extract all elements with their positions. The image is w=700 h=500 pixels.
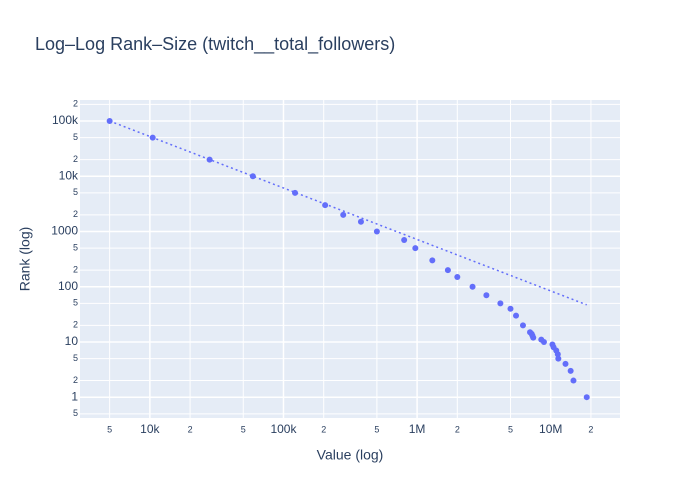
y-tick-label: 5 (73, 242, 78, 252)
x-tick-label: 10k (140, 422, 160, 436)
x-tick-label: 100k (270, 422, 297, 436)
y-tick-label: 5 (73, 353, 78, 363)
marks (106, 118, 590, 401)
data-point (555, 355, 562, 362)
data-point (454, 273, 461, 280)
x-tick-label: 2 (588, 424, 593, 434)
data-point (357, 218, 364, 225)
x-tick-label: 2 (321, 424, 326, 434)
y-tick-label: 5 (73, 187, 78, 197)
data-point (562, 360, 569, 367)
x-tick-label: 5 (107, 424, 112, 434)
data-point (249, 173, 256, 180)
y-tick-label: 2 (73, 320, 78, 330)
data-point (567, 367, 574, 374)
y-tick-label: 2 (73, 264, 78, 274)
fit-line (109, 120, 587, 306)
data-point (429, 257, 436, 264)
y-tick-label: 100k (52, 113, 79, 127)
data-point (519, 322, 526, 329)
y-tick-label: 2 (73, 375, 78, 385)
data-point (497, 300, 504, 307)
data-point (527, 329, 534, 336)
data-point (570, 377, 577, 384)
y-tick-label: 5 (73, 298, 78, 308)
data-point (373, 228, 380, 235)
data-point (583, 394, 590, 401)
x-tick-label: 5 (241, 424, 246, 434)
y-tick-label: 1000 (51, 224, 78, 238)
data-point (401, 237, 408, 244)
y-axis-title: Rank (log) (17, 227, 33, 292)
plot-area (80, 100, 620, 418)
data-point (507, 305, 514, 312)
data-point (444, 267, 451, 274)
y-tick-label: 5 (73, 408, 78, 418)
y-tick-label: 10k (59, 168, 79, 182)
data-point (340, 211, 347, 218)
y-tick-label: 100 (58, 279, 78, 293)
data-point (513, 312, 520, 319)
x-tick-label: 5 (374, 424, 379, 434)
grid (80, 100, 620, 418)
y-tick-label: 2 (73, 154, 78, 164)
data-point (412, 245, 419, 252)
y-tick-label: 1 (71, 389, 78, 403)
y-tick-label: 2 (73, 209, 78, 219)
x-tick-label: 1M (409, 422, 426, 436)
data-point (469, 283, 476, 290)
chart-title: Log–Log Rank–Size (twitch__total_followe… (35, 34, 395, 55)
data-point (549, 341, 556, 348)
y-tick-label: 5 (73, 132, 78, 142)
data-point (206, 156, 213, 163)
y-tick-label: 10 (65, 334, 79, 348)
x-tick-label: 5 (508, 424, 513, 434)
x-axis-title: Value (log) (317, 447, 384, 463)
data-point (538, 336, 545, 343)
y-tick-label: 2 (73, 99, 78, 109)
x-tick-label: 2 (455, 424, 460, 434)
x-tick-label: 2 (188, 424, 193, 434)
x-tick-label: 10M (539, 422, 562, 436)
data-point (483, 292, 490, 299)
data-point (322, 202, 329, 209)
